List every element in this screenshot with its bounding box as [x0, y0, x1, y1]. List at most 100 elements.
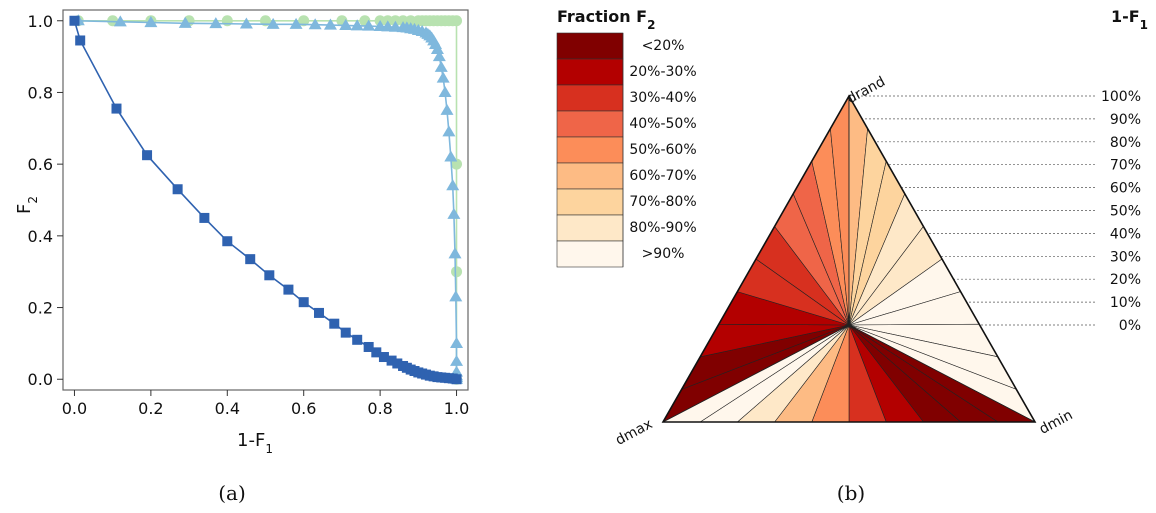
legend-label: 20%-30%	[629, 64, 696, 80]
level-label: 40%	[1110, 226, 1141, 242]
data-point	[352, 334, 363, 345]
level-label: 100%	[1101, 89, 1141, 105]
color-legend: <20% 20%-30% 30%-40% 40%-50% 50%-60% 60%-70% 7…	[556, 32, 697, 268]
legend-swatch	[556, 240, 624, 268]
series-line	[78, 20, 458, 380]
vertex-label-right: dmin	[1037, 407, 1076, 438]
vertex-label-top: drand	[844, 74, 888, 107]
y-tick-label: 0.8	[28, 83, 53, 102]
data-point	[298, 297, 309, 308]
data-point	[448, 247, 462, 259]
triangle-plot	[661, 94, 1037, 423]
y-tick-label: 1.0	[28, 12, 53, 31]
x-tick-label: 0.4	[215, 399, 240, 418]
legend-swatch	[556, 110, 624, 138]
data-point	[438, 85, 452, 98]
level-label: 0%	[1119, 318, 1141, 334]
data-point	[444, 150, 458, 162]
data-point	[451, 266, 463, 278]
data-point	[113, 15, 127, 27]
y-tick-label: 0.0	[28, 370, 53, 389]
panel-a-line-chart: 0.0 0.2 0.4 0.6 0.8 1.0 0.0 0.2 0.4 0.6 0.8 1.0 1-F…	[14, 9, 470, 505]
data-point	[449, 290, 463, 302]
x-axis-label: 1-F1	[237, 430, 273, 456]
data-point	[222, 236, 233, 247]
levels-title: 1-F1	[1111, 7, 1148, 32]
series-line	[73, 20, 457, 380]
x-tick-label: 0.0	[62, 399, 87, 418]
x-tick-label: 0.2	[138, 399, 163, 418]
data-point	[289, 17, 303, 29]
level-label: 80%	[1110, 135, 1141, 151]
data-point	[308, 18, 322, 30]
x-tick-label: 0.8	[367, 399, 392, 418]
legend-swatch	[556, 162, 624, 190]
data-point	[107, 15, 119, 27]
data-point	[142, 150, 153, 161]
data-point	[432, 50, 446, 62]
radial-edge	[848, 324, 1036, 423]
data-point	[323, 18, 337, 30]
legend-swatch	[556, 214, 624, 242]
series-triangle	[71, 14, 464, 384]
data-point	[221, 15, 233, 27]
data-point	[442, 125, 456, 137]
data-point	[451, 374, 462, 385]
data-point	[450, 354, 464, 366]
legend-swatch	[556, 32, 624, 60]
data-point	[434, 60, 448, 72]
data-point	[363, 341, 374, 352]
legend-swatch	[556, 136, 624, 164]
data-point	[447, 207, 461, 219]
data-series	[69, 14, 464, 385]
data-point	[209, 17, 223, 29]
data-point	[69, 15, 80, 26]
legend-label: 40%-50%	[629, 116, 696, 132]
data-point	[264, 270, 275, 281]
panel-b-caption: (b)	[837, 481, 865, 505]
y-axis-label: F2	[14, 196, 40, 214]
data-point	[450, 336, 464, 348]
data-point	[386, 355, 397, 366]
legend-swatch	[556, 58, 624, 86]
legend-label: 60%-70%	[629, 168, 696, 184]
legend-label: >90%	[642, 246, 685, 262]
data-point	[446, 179, 460, 191]
legend-label: 50%-60%	[629, 142, 696, 158]
triangle-outline	[661, 94, 1037, 423]
legend-swatch	[556, 84, 624, 112]
data-point	[371, 347, 382, 358]
legend-label: <20%	[642, 38, 685, 54]
data-point	[451, 15, 463, 27]
plot-frame	[62, 9, 469, 391]
legend-title: Fraction F2	[557, 7, 655, 32]
data-point	[298, 15, 310, 27]
data-point	[436, 71, 450, 83]
data-point	[440, 103, 454, 115]
y-tick-label: 0.2	[28, 299, 53, 318]
data-point	[329, 318, 340, 329]
legend-label: 70%-80%	[629, 194, 696, 210]
data-point	[350, 19, 364, 31]
y-tick-label: 0.4	[28, 227, 53, 246]
legend-label: 30%-40%	[629, 90, 696, 106]
data-point	[172, 184, 183, 195]
data-point	[245, 254, 256, 265]
panel-b-triangle-chart: Fraction F2 1-F1 <20% 20%-30% 30%-40% 40%-5…	[556, 7, 1148, 505]
data-point	[239, 17, 253, 29]
axis-ticks: 0.0 0.2 0.4 0.6 0.8 1.0 0.0 0.2 0.4 0.6 0.8 1.0	[28, 12, 470, 418]
data-point	[178, 16, 192, 28]
series-line	[78, 20, 458, 380]
x-tick-label: 0.6	[291, 399, 316, 418]
level-label: 10%	[1110, 295, 1141, 311]
data-point	[340, 327, 351, 338]
data-point	[430, 42, 444, 54]
level-label: 90%	[1110, 112, 1141, 128]
level-label: 30%	[1110, 249, 1141, 265]
series-square	[69, 15, 462, 385]
vertex-label-left: dmax	[613, 416, 655, 449]
data-point	[199, 212, 210, 223]
data-point	[313, 307, 324, 318]
data-point	[339, 18, 353, 30]
